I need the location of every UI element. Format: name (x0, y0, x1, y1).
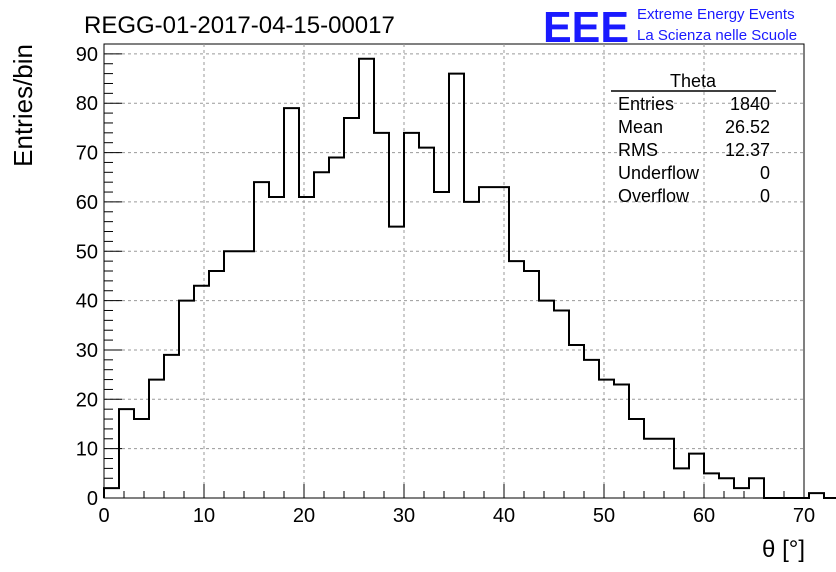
x-tick-label: 50 (593, 505, 615, 527)
chart-title: REGG-01-2017-04-15-00017 (84, 12, 395, 39)
logo-line-2: La Scienza nelle Scuole (637, 27, 797, 44)
y-tick-label: 90 (76, 44, 98, 66)
y-tick-label: 80 (76, 93, 98, 115)
eee-logo: EEE Extreme Energy Events La Scienza nel… (543, 3, 797, 52)
logo-mark: EEE (543, 3, 629, 52)
x-tick-label: 30 (393, 505, 415, 527)
y-tick-label: 10 (76, 439, 98, 461)
y-tick-label: 70 (76, 143, 98, 165)
y-tick-label: 40 (76, 291, 98, 313)
stats-label-entries: Entries (618, 94, 674, 114)
x-tick-labels: 0 10 20 30 40 50 60 70 (98, 505, 815, 527)
stats-value-mean: 26.52 (725, 117, 770, 137)
stats-value-rms: 12.37 (725, 140, 770, 160)
x-tick-label: 20 (293, 505, 315, 527)
stats-value-overflow: 0 (760, 186, 770, 206)
y-tick-label: 30 (76, 340, 98, 362)
x-tick-label: 0 (98, 505, 109, 527)
stats-label-underflow: Underflow (618, 163, 700, 183)
x-tick-label: 10 (193, 505, 215, 527)
stats-label-overflow: Overflow (618, 186, 690, 206)
stats-title: Theta (670, 71, 717, 91)
y-tick-label: 20 (76, 389, 98, 411)
y-tick-labels: 0 10 20 30 40 50 60 70 80 90 (76, 44, 98, 510)
x-tick-label: 70 (793, 505, 815, 527)
x-tick-label: 40 (493, 505, 515, 527)
x-tick-label: 60 (693, 505, 715, 527)
x-axis-label: θ [°] (762, 536, 805, 563)
stats-label-rms: RMS (618, 140, 658, 160)
logo-line-1: Extreme Energy Events (637, 6, 795, 23)
y-tick-label: 0 (87, 488, 98, 510)
stats-box: Theta Entries 1840 Mean 26.52 RMS 12.37 … (611, 71, 776, 206)
histogram-line (103, 57, 836, 499)
y-tick-label: 60 (76, 192, 98, 214)
stats-value-entries: 1840 (730, 94, 770, 114)
stats-label-mean: Mean (618, 117, 663, 137)
y-axis-label: Entries/bin (8, 44, 38, 167)
stats-value-underflow: 0 (760, 163, 770, 183)
y-tick-label: 50 (76, 241, 98, 263)
grid-lines (104, 44, 804, 498)
